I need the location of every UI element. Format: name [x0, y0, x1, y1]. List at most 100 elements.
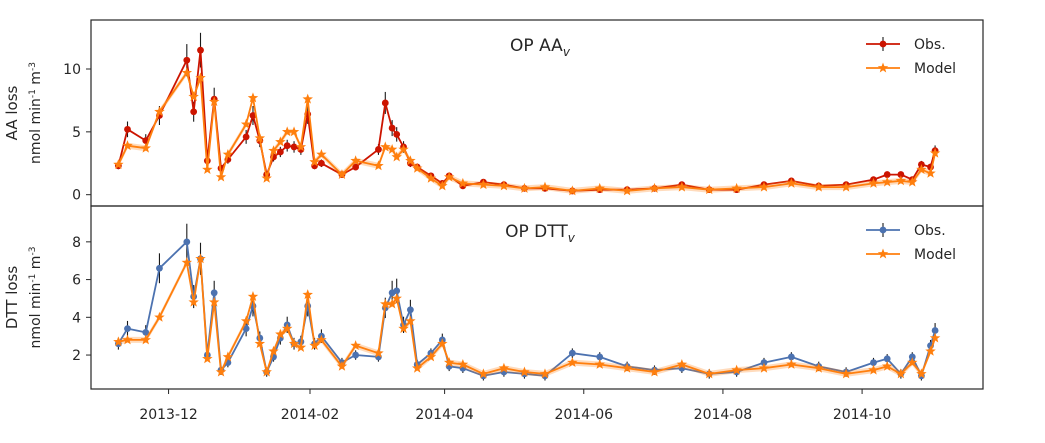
data-point: [840, 181, 852, 192]
data-point: [498, 180, 510, 191]
data-point: [188, 296, 199, 307]
data-point: [925, 345, 936, 356]
data-point: [929, 332, 941, 343]
data-point: [907, 176, 918, 187]
data-point: [539, 368, 551, 379]
series-obs: [114, 32, 939, 195]
data-point: [181, 257, 193, 268]
data-point: [375, 146, 382, 153]
y-units-exponent: -3: [28, 62, 38, 71]
data-point: [758, 181, 770, 192]
data-point: [309, 340, 320, 351]
x-tick-label: 2014-04: [415, 407, 474, 423]
y-units-exponent: -3: [28, 247, 38, 256]
data-point: [197, 46, 204, 54]
data-point: [895, 368, 907, 379]
y-axis-units: nmol min-1 m-3: [28, 247, 44, 349]
data-point: [373, 160, 384, 171]
aa-panel: 0 5 10 AA loss nmol min-1 m-3 OP AAv Obs. Model: [3, 19, 984, 207]
data-point: [113, 336, 124, 347]
data-point: [567, 357, 578, 368]
data-point: [443, 357, 455, 368]
data-point: [412, 362, 423, 373]
data-point: [883, 355, 891, 363]
data-point: [380, 298, 391, 309]
data-point: [242, 133, 250, 141]
data-point: [897, 171, 905, 178]
data-point: [649, 182, 660, 193]
legend: Obs. Model: [866, 223, 956, 263]
data-point: [124, 325, 131, 333]
data-point: [210, 289, 218, 297]
data-point: [318, 159, 325, 167]
data-point: [247, 92, 259, 103]
data-point: [398, 323, 409, 334]
data-point: [122, 140, 133, 151]
data-point: [916, 164, 927, 174]
data-point: [478, 179, 489, 190]
data-point: [443, 171, 455, 182]
data-point: [478, 368, 489, 379]
data-point: [249, 112, 257, 119]
legend-label: Obs.: [914, 37, 946, 53]
data-point: [352, 163, 360, 171]
data-point: [786, 177, 797, 188]
data-point: [183, 56, 191, 64]
data-point: [881, 176, 893, 187]
data-point: [336, 169, 348, 180]
data-point: [261, 366, 272, 377]
panel-title-subscript: v: [563, 45, 571, 59]
data-point: [208, 296, 220, 307]
data-point: [457, 358, 469, 369]
data-point: [786, 358, 797, 369]
y-units-main: nmol min: [28, 98, 44, 164]
data-point: [568, 349, 576, 357]
data-point: [908, 353, 916, 361]
data-point: [539, 181, 551, 192]
data-point: [240, 315, 252, 326]
data-point: [190, 108, 198, 116]
dtt-panel: 2 4 6 8 DTT loss nmol min-1 m-3 OP DTTv Obs. Mod…: [3, 205, 984, 390]
data-point: [281, 126, 293, 137]
data-point: [386, 298, 398, 309]
data-point: [215, 171, 227, 182]
data-point: [916, 368, 927, 379]
data-point: [202, 164, 213, 174]
data-point: [425, 351, 437, 362]
data-point: [787, 353, 795, 361]
data-point: [309, 156, 320, 167]
data-point: [181, 67, 193, 78]
data-point: [380, 141, 391, 152]
data-point: [275, 136, 286, 147]
x-tick-label: 2013-12: [139, 407, 198, 423]
data-point: [388, 124, 396, 132]
data-point: [195, 72, 206, 83]
data-point: [813, 362, 824, 373]
data-point: [437, 180, 448, 191]
data-point: [386, 143, 398, 154]
data-point: [381, 99, 389, 107]
data-point: [316, 334, 327, 345]
series-obs: [114, 223, 939, 381]
data-point: [457, 177, 469, 188]
series-line: [117, 49, 936, 192]
panel-title-main: OP DTT: [505, 222, 568, 242]
y-units-main: nmol min: [28, 283, 44, 349]
data-point: [594, 358, 605, 369]
data-point: [124, 125, 131, 133]
data-point: [929, 147, 941, 158]
y-tick-label: 8: [72, 235, 81, 251]
series-model: [113, 253, 941, 379]
y-units-mid: m: [28, 256, 44, 274]
data-point: [519, 182, 530, 193]
legend-label: Model: [914, 247, 956, 263]
data-point: [261, 172, 272, 183]
uncertainty-band: [118, 255, 936, 377]
y-tick-label: 6: [72, 273, 81, 289]
data-point: [283, 142, 291, 150]
y-units-exponent: -1: [28, 274, 38, 283]
data-point: [498, 362, 510, 373]
data-point: [122, 334, 133, 345]
data-point: [895, 175, 907, 186]
